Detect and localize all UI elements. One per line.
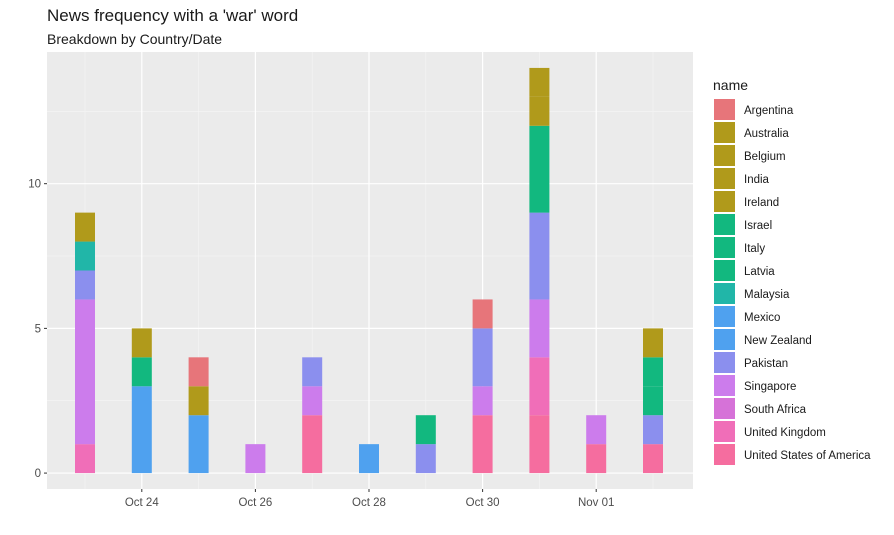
bar-segment — [529, 212, 550, 300]
legend-key — [714, 421, 735, 442]
bar-segment — [643, 328, 663, 358]
bar-segment — [643, 357, 663, 387]
x-tick-label: Oct 24 — [125, 497, 159, 509]
bar-segment — [529, 96, 550, 126]
legend-label: Israel — [744, 220, 772, 232]
legend-label: Ireland — [744, 197, 779, 209]
bar-segment — [643, 444, 663, 474]
x-tick-label: Oct 30 — [466, 497, 500, 509]
legend-key — [714, 375, 735, 396]
legend-label: Australia — [744, 128, 789, 140]
bar-segment — [586, 444, 607, 474]
bar-segment — [529, 67, 550, 97]
bar-segment — [75, 212, 95, 242]
y-tick-label: 0 — [35, 468, 41, 480]
legend-key — [714, 122, 735, 143]
legend-key — [714, 191, 735, 212]
legend-key — [714, 329, 735, 350]
legend-label: Argentina — [744, 105, 794, 117]
bar-segment — [302, 386, 323, 416]
legend-key — [714, 214, 735, 235]
bar-segment — [188, 357, 209, 387]
bar-segment — [472, 386, 493, 416]
x-tick-label: Oct 26 — [238, 497, 272, 509]
bar-segment — [75, 241, 95, 271]
legend-label: United Kingdom — [744, 427, 826, 439]
bar-segment — [586, 415, 607, 445]
bar-segment — [415, 415, 436, 445]
legend-label: Malaysia — [744, 289, 790, 301]
legend-key — [714, 145, 735, 166]
legend-key — [714, 352, 735, 373]
bar-segment — [302, 415, 323, 474]
bar-segment — [188, 415, 209, 474]
bar-segment — [529, 415, 550, 474]
bar-segment — [245, 444, 266, 474]
bar-segment — [529, 125, 550, 213]
legend-label: Singapore — [744, 381, 796, 393]
bar-segment — [529, 357, 550, 416]
bar-segment — [75, 270, 95, 300]
bar-segment — [188, 386, 209, 416]
legend-key — [714, 99, 735, 120]
y-tick-label: 5 — [35, 323, 41, 335]
legend-label: United States of America — [744, 450, 871, 462]
bar-segment — [75, 299, 95, 445]
legend-label: Pakistan — [744, 358, 788, 370]
legend-label: India — [744, 174, 770, 186]
bar-segment — [302, 357, 323, 387]
chart-subtitle: Breakdown by Country/Date — [47, 31, 223, 47]
bar-segment — [415, 444, 436, 474]
legend-label: Mexico — [744, 312, 780, 324]
y-tick-label: 10 — [28, 179, 41, 191]
x-tick-label: Oct 28 — [352, 497, 386, 509]
legend-key — [714, 283, 735, 304]
bar-segment — [472, 328, 493, 387]
legend-key — [714, 168, 735, 189]
bar-segment — [643, 386, 663, 416]
legend-key — [714, 260, 735, 281]
legend-label: South Africa — [744, 404, 807, 416]
legend-title: name — [713, 77, 748, 93]
legend-key — [714, 237, 735, 258]
bar-segment — [359, 444, 379, 474]
bar-segment — [643, 415, 663, 445]
legend-key — [714, 398, 735, 419]
bar-segment — [131, 328, 152, 358]
bar-segment — [529, 299, 550, 358]
bar-segment — [75, 444, 95, 474]
legend-label: New Zealand — [744, 335, 812, 347]
legend-key — [714, 306, 735, 327]
legend-label: Belgium — [744, 151, 786, 163]
bar-segment — [131, 386, 152, 474]
plot-panel — [47, 52, 693, 489]
bar-segment — [472, 415, 493, 474]
legend-key — [714, 444, 735, 465]
legend-label: Italy — [744, 243, 765, 255]
bar-segment — [472, 299, 493, 329]
bar-segment — [131, 357, 152, 387]
legend-label: Latvia — [744, 266, 775, 278]
x-tick-label: Nov 01 — [578, 497, 614, 509]
chart-title: News frequency with a 'war' word — [47, 6, 299, 25]
